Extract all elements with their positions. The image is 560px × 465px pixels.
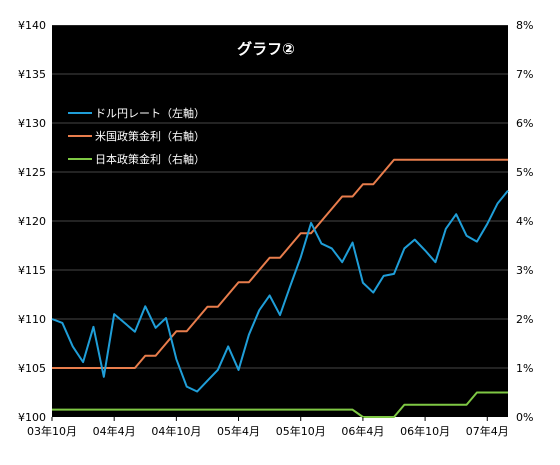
y-right-tick-label: 6%	[516, 117, 533, 130]
x-tick-label: 06年10月	[400, 424, 450, 438]
y-left-tick-label: ¥105	[18, 362, 46, 375]
x-axis: 03年10月 04年4月 04年10月 05年4月 05年10月 06年4月 06年10月 0…	[27, 417, 509, 438]
x-tick-label: 06年4月	[341, 424, 384, 438]
x-tick-label: 07年4月	[466, 424, 509, 438]
y-left-tick-label: ¥130	[18, 117, 46, 130]
y-left-tick-label: ¥140	[18, 19, 46, 32]
legend: ドル円レート（左軸） 米国政策金利（右軸） 日本政策金利（右軸）	[68, 106, 205, 166]
y-right-tick-label: 8%	[516, 19, 533, 32]
y-left-tick-label: ¥125	[18, 166, 46, 179]
y-left-tick-label: ¥115	[18, 264, 46, 277]
series-line-us-rate	[52, 158, 508, 369]
x-tick-label: 05年10月	[276, 424, 326, 438]
y-left-tick-label: ¥120	[18, 215, 46, 228]
x-tick-label: 05年4月	[217, 424, 260, 438]
y-left-tick-label: ¥100	[18, 411, 46, 424]
legend-label-us-rate: 米国政策金利（右軸）	[95, 129, 205, 143]
y-right-tick-label: 2%	[516, 313, 533, 326]
series-line-jp-rate	[52, 391, 508, 418]
legend-label-usdjpy: ドル円レート（左軸）	[95, 106, 205, 120]
y-right-tick-label: 0%	[516, 411, 533, 424]
y-right-tick-label: 3%	[516, 264, 533, 277]
x-tick-label: 04年4月	[93, 424, 136, 438]
x-tick-label: 04年10月	[151, 424, 201, 438]
y-left-tick-label: ¥110	[18, 313, 46, 326]
right-axis: 0% 1% 2% 3% 4% 5% 6% 7% 8%	[516, 19, 533, 424]
series-layer	[51, 158, 509, 418]
y-right-tick-label: 4%	[516, 215, 533, 228]
chart-title: グラフ②	[237, 40, 295, 58]
series-line-usdjpy	[51, 189, 509, 393]
y-right-tick-label: 5%	[516, 166, 533, 179]
left-axis: ¥100 ¥105 ¥110 ¥115 ¥120 ¥125 ¥130 ¥135 ¥140	[18, 19, 46, 424]
y-right-tick-label: 7%	[516, 68, 533, 81]
x-tick-label: 03年10月	[27, 424, 77, 438]
legend-label-jp-rate: 日本政策金利（右軸）	[95, 152, 205, 166]
y-left-tick-label: ¥135	[18, 68, 46, 81]
y-right-tick-label: 1%	[516, 362, 533, 375]
